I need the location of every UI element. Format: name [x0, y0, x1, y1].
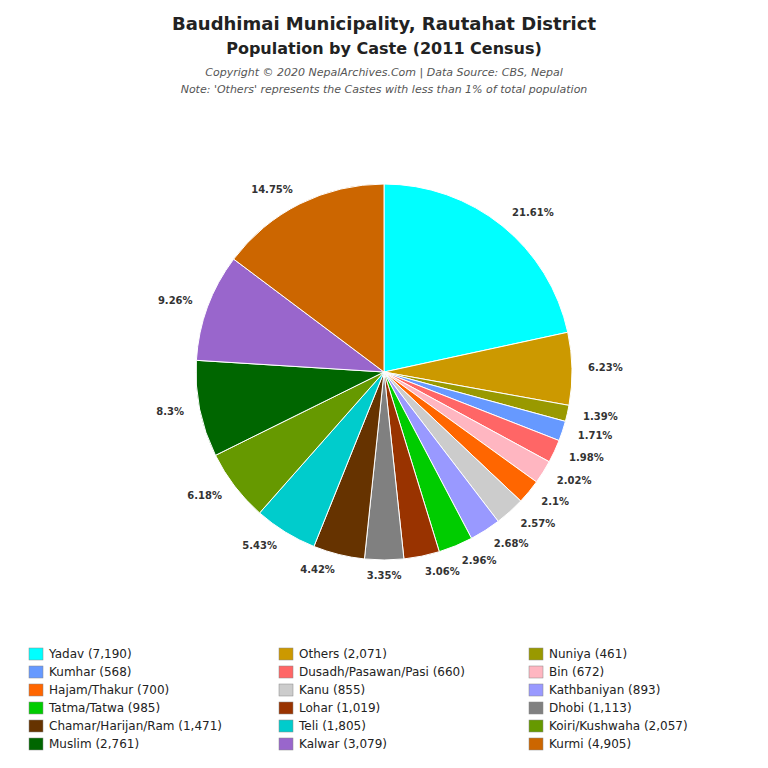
- data-label: 3.06%: [425, 566, 460, 577]
- title: Baudhimai Municipality, Rautahat Distric…: [172, 13, 596, 34]
- data-label: 5.43%: [242, 540, 277, 551]
- legend-item: Kumhar (568): [29, 665, 132, 679]
- legend-item: Kalwar (3,079): [279, 737, 387, 751]
- data-label: 14.75%: [251, 184, 293, 195]
- legend-item: Kurmi (4,905): [529, 737, 631, 751]
- data-label: 4.42%: [300, 564, 335, 575]
- data-label: 2.57%: [521, 518, 556, 529]
- data-label: 2.68%: [494, 538, 529, 549]
- data-label: 2.96%: [462, 555, 497, 566]
- data-label: 6.23%: [588, 362, 623, 373]
- data-label: 8.3%: [156, 406, 184, 417]
- legend-swatch: [279, 702, 293, 714]
- legend-label: Kalwar (3,079): [299, 737, 387, 751]
- slice: [234, 184, 384, 372]
- legend-item: Muslim (2,761): [29, 737, 139, 751]
- legend-label: Chamar/Harijan/Ram (1,471): [49, 719, 222, 733]
- legend-item: Hajam/Thakur (700): [29, 683, 169, 697]
- pie: [196, 184, 572, 560]
- data-label: 2.1%: [541, 496, 569, 507]
- legend-item: Kanu (855): [279, 683, 365, 697]
- data-label: 6.18%: [187, 490, 222, 501]
- legend-label: Dhobi (1,113): [549, 701, 632, 715]
- legend-swatch: [279, 648, 293, 660]
- legend-swatch: [279, 684, 293, 696]
- data-label: 1.39%: [583, 411, 618, 422]
- legend-swatch: [29, 738, 43, 750]
- legend-item: Teli (1,805): [279, 719, 366, 733]
- legend-swatch: [529, 648, 543, 660]
- legend: Yadav (7,190) Others (2,071) Nuniya (461) K…: [29, 647, 688, 751]
- legend-label: Kanu (855): [299, 683, 365, 697]
- data-label: 1.98%: [569, 452, 604, 463]
- legend-label: Kathbaniyan (893): [549, 683, 660, 697]
- legend-swatch: [29, 684, 43, 696]
- legend-label: Muslim (2,761): [49, 737, 139, 751]
- slice: [196, 360, 384, 455]
- legend-label: Bin (672): [549, 665, 604, 679]
- legend-item: Yadav (7,190): [29, 647, 132, 661]
- legend-swatch: [29, 702, 43, 714]
- legend-item: Chamar/Harijan/Ram (1,471): [29, 719, 222, 733]
- data-label: 2.02%: [557, 475, 592, 486]
- data-label: 21.61%: [512, 207, 554, 218]
- data-labels: 21.61% 6.23% 1.39% 1.71% 1.98% 2.02% 2.1% 2.57%…: [156, 184, 622, 581]
- legend-label: Koiri/Kushwaha (2,057): [549, 719, 688, 733]
- legend-item: Kathbaniyan (893): [529, 683, 660, 697]
- subtitle: Population by Caste (2011 Census): [226, 39, 542, 58]
- data-label: 1.71%: [578, 430, 613, 441]
- annotation: Copyright © 2020 NepalArchives.Com | Dat…: [205, 66, 562, 79]
- legend-label: Yadav (7,190): [48, 647, 132, 661]
- legend-item: Bin (672): [529, 665, 604, 679]
- legend-label: Teli (1,805): [298, 719, 366, 733]
- legend-item: Tatma/Tatwa (985): [29, 701, 160, 715]
- legend-item: Nuniya (461): [529, 647, 627, 661]
- legend-item: Dusadh/Pasawan/Pasi (660): [279, 665, 465, 679]
- chart: Baudhimai Municipality, Rautahat Distric…: [0, 0, 768, 768]
- annotation: Note: 'Others' represents the Castes wit…: [181, 83, 588, 96]
- legend-item: Lohar (1,019): [279, 701, 380, 715]
- legend-label: Tatma/Tatwa (985): [48, 701, 160, 715]
- legend-swatch: [29, 666, 43, 678]
- legend-item: Dhobi (1,113): [529, 701, 632, 715]
- legend-label: Nuniya (461): [549, 647, 627, 661]
- legend-item: Others (2,071): [279, 647, 387, 661]
- legend-swatch: [529, 666, 543, 678]
- legend-swatch: [529, 720, 543, 732]
- legend-label: Dusadh/Pasawan/Pasi (660): [299, 665, 465, 679]
- legend-label: Kumhar (568): [49, 665, 132, 679]
- legend-swatch: [29, 720, 43, 732]
- legend-label: Others (2,071): [299, 647, 387, 661]
- legend-item: Koiri/Kushwaha (2,057): [529, 719, 688, 733]
- legend-swatch: [279, 666, 293, 678]
- legend-swatch: [529, 702, 543, 714]
- legend-swatch: [279, 738, 293, 750]
- data-label: 9.26%: [158, 295, 193, 306]
- legend-label: Kurmi (4,905): [549, 737, 631, 751]
- legend-swatch: [529, 738, 543, 750]
- legend-swatch: [529, 684, 543, 696]
- legend-swatch: [29, 648, 43, 660]
- legend-label: Lohar (1,019): [299, 701, 380, 715]
- legend-swatch: [279, 720, 293, 732]
- legend-label: Hajam/Thakur (700): [49, 683, 169, 697]
- data-label: 3.35%: [367, 570, 402, 581]
